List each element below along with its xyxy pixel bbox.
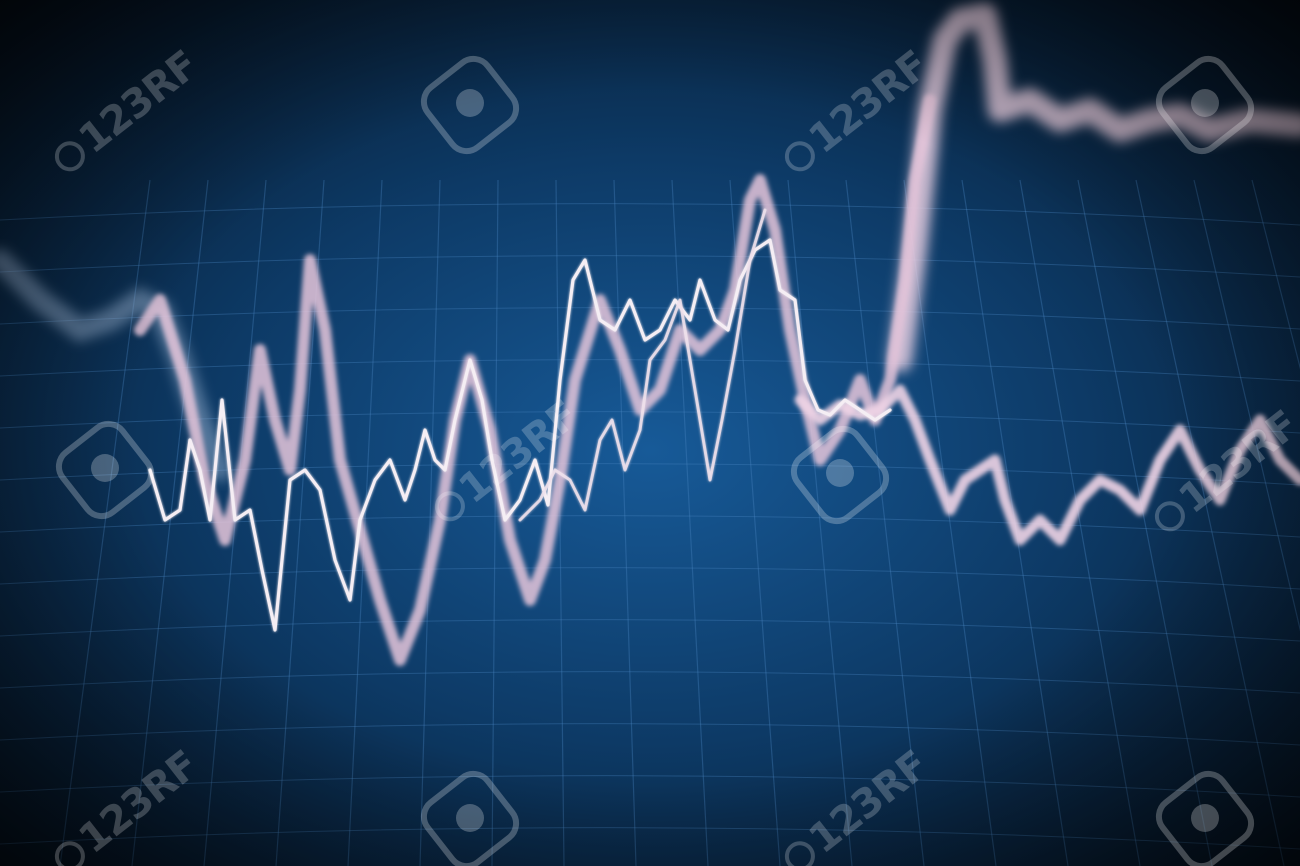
photo-stage: 123RF 123RF 123RF 123RF 123RF 123RF	[0, 0, 1300, 866]
stock-chart-photo	[0, 0, 1300, 866]
vignette-overlay	[0, 0, 1300, 866]
